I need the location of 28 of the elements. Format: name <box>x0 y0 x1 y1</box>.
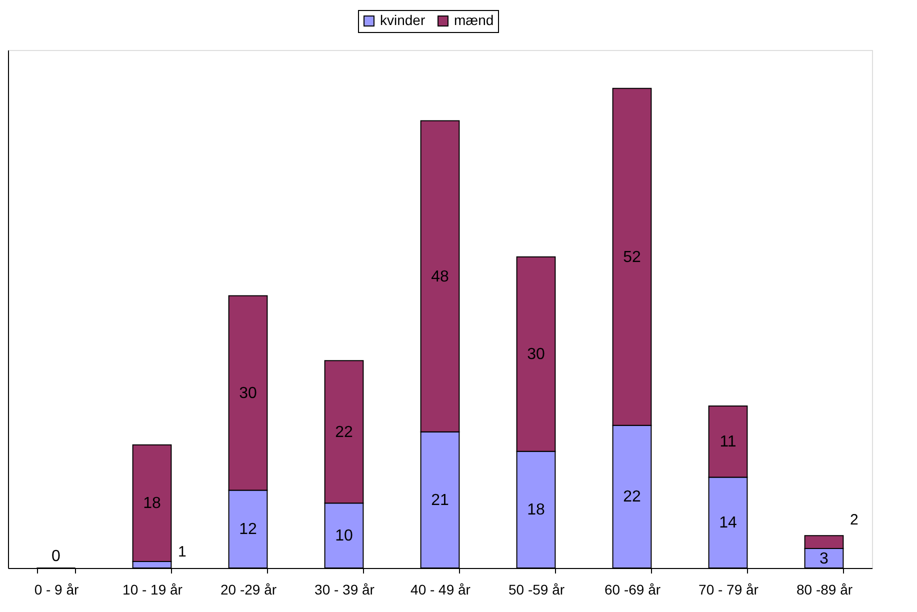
x-tick-label: 30 - 39 år <box>314 582 375 598</box>
data-label: 18 <box>527 502 545 519</box>
data-label: 21 <box>431 492 449 509</box>
x-tick-label: 60 -69 år <box>604 582 661 598</box>
data-label: 10 <box>335 528 353 545</box>
x-tick-label: 50 -59 år <box>508 582 565 598</box>
data-label: 11 <box>720 434 736 451</box>
legend-label: mænd <box>454 12 494 28</box>
data-label: 52 <box>623 248 641 266</box>
data-label: 30 <box>239 385 257 402</box>
x-tick-label: 80 -89 år <box>796 582 853 598</box>
data-label: 22 <box>623 488 641 506</box>
data-label: 14 <box>719 514 737 532</box>
data-label: 0 <box>52 548 61 565</box>
data-label: 2 <box>850 512 858 529</box>
data-label: 22 <box>335 424 353 441</box>
data-label: 48 <box>431 268 449 286</box>
data-label: 3 <box>820 550 829 568</box>
x-tick-label: 20 -29 år <box>220 582 277 598</box>
data-label: 18 <box>143 495 161 512</box>
x-tick-label: 10 - 19 år <box>122 582 183 598</box>
data-label: 12 <box>239 521 257 538</box>
x-tick-label: 70 - 79 år <box>698 582 759 598</box>
x-tick-label: 40 - 49 år <box>410 582 471 598</box>
x-tick-label: 0 - 9 år <box>34 582 80 598</box>
legend-label: kvinder <box>380 12 426 28</box>
data-label: 1 <box>178 544 186 561</box>
data-label: 30 <box>527 346 545 364</box>
